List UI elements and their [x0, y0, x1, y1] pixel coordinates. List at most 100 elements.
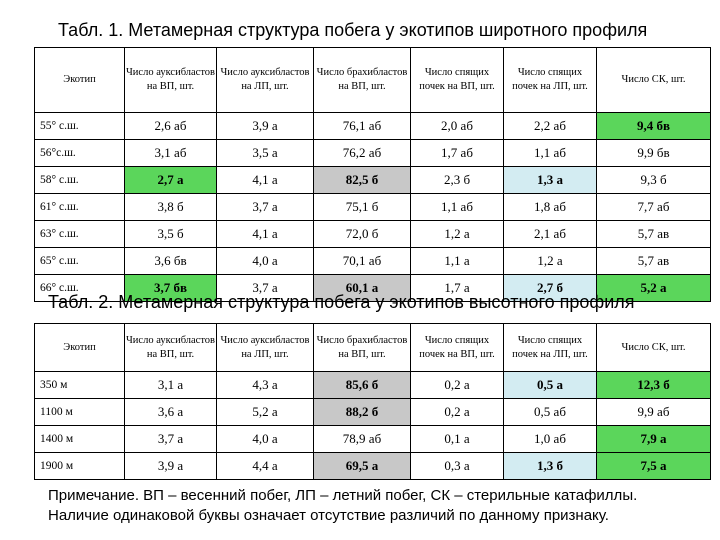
note-line-2: Наличие одинаковой буквы означает отсутс…	[48, 507, 609, 524]
table-cell-highlighted: 3,7 бв	[124, 274, 217, 302]
table-row: 1100 м 3,6 а 5,2 а 88,2 б 0,2 а 0,5 аб 9…	[34, 398, 711, 426]
header-cell: Число ауксибластов на ВП, шт.	[124, 47, 217, 113]
row-label: 58° с.ш.	[34, 166, 125, 194]
table-cell: 3,8 б	[124, 193, 217, 221]
table-cell: 2,2 аб	[503, 112, 597, 140]
header-cell: Число брахибластов на ВП, шт.	[313, 323, 411, 372]
note-line-1: Примечание. ВП – весенний побег, ЛП – ле…	[48, 487, 638, 504]
table-cell: 1,8 аб	[503, 193, 597, 221]
header-cell: Число брахибластов на ВП, шт.	[313, 47, 411, 113]
table-cell: 4,1 а	[216, 166, 314, 194]
table1: Экотип Число ауксибластов на ВП, шт. Чис…	[34, 47, 711, 302]
table-cell: 4,1 а	[216, 220, 314, 248]
table-cell: 2,0 аб	[410, 112, 504, 140]
header-cell: Число спящих почек на ВП, шт.	[410, 47, 504, 113]
table-cell: 4,0 а	[216, 425, 314, 453]
table-cell-highlighted: 1,3 а	[503, 166, 597, 194]
table-cell-highlighted: 0,5 а	[503, 371, 597, 399]
header-cell: Число спящих почек на ЛП, шт.	[503, 47, 597, 113]
table-cell-highlighted: 85,6 б	[313, 371, 411, 399]
table-row: 56°с.ш. 3,1 аб 3,5 а 76,2 аб 1,7 аб 1,1 …	[34, 139, 711, 167]
table-row: 58° с.ш. 2,7 а 4,1 а 82,5 б 2,3 б 1,3 а …	[34, 166, 711, 194]
table-cell: 4,3 а	[216, 371, 314, 399]
table-row: 55° с.ш. 2,6 аб 3,9 а 76,1 аб 2,0 аб 2,2…	[34, 112, 711, 140]
table-row: 65° с.ш. 3,6 бв 4,0 а 70,1 аб 1,1 а 1,2 …	[34, 247, 711, 275]
row-label: 56°с.ш.	[34, 139, 125, 167]
row-label: 1400 м	[34, 425, 125, 453]
header-cell: Число СК, шт.	[596, 323, 711, 372]
table-cell: 9,3 б	[596, 166, 711, 194]
header-cell: Число СК, шт.	[596, 47, 711, 113]
table-cell: 2,1 аб	[503, 220, 597, 248]
row-label: 66° с.ш.	[34, 274, 125, 302]
table-cell-highlighted: 2,7 а	[124, 166, 217, 194]
table-cell: 3,7 а	[216, 193, 314, 221]
table-cell: 0,3 а	[410, 452, 504, 480]
row-label: 63° с.ш.	[34, 220, 125, 248]
table-cell: 5,2 а	[216, 398, 314, 426]
header-cell: Число ауксибластов на ВП, шт.	[124, 323, 217, 372]
table-cell-highlighted: 9,4 бв	[596, 112, 711, 140]
table-cell: 1,2 а	[503, 247, 597, 275]
row-label: 350 м	[34, 371, 125, 399]
table-cell: 76,1 аб	[313, 112, 411, 140]
table-cell: 9,9 аб	[596, 398, 711, 426]
table-row: 1400 м 3,7 а 4,0 а 78,9 аб 0,1 а 1,0 аб …	[34, 425, 711, 453]
table-cell: 1,0 аб	[503, 425, 597, 453]
table-cell-highlighted: 69,5 а	[313, 452, 411, 480]
table-cell: 1,2 а	[410, 220, 504, 248]
table-cell: 3,1 аб	[124, 139, 217, 167]
row-label: 65° с.ш.	[34, 247, 125, 275]
header-cell: Число спящих почек на ЛП, шт.	[503, 323, 597, 372]
header-cell: Число спящих почек на ВП, шт.	[410, 323, 504, 372]
table1-header-row: Экотип Число ауксибластов на ВП, шт. Чис…	[34, 47, 711, 113]
table-cell-highlighted: 12,3 б	[596, 371, 711, 399]
table-cell: 3,7 а	[124, 425, 217, 453]
table-cell: 70,1 аб	[313, 247, 411, 275]
table-cell: 76,2 аб	[313, 139, 411, 167]
table-cell: 3,9 а	[124, 452, 217, 480]
table2-header-row: Экотип Число ауксибластов на ВП, шт. Чис…	[34, 323, 711, 372]
table-cell-highlighted: 5,2 а	[596, 274, 711, 302]
table-cell: 72,0 б	[313, 220, 411, 248]
table-cell: 5,7 ав	[596, 247, 711, 275]
table-cell: 3,9 а	[216, 112, 314, 140]
table-cell: 2,3 б	[410, 166, 504, 194]
header-cell: Число ауксибластов на ЛП, шт.	[216, 47, 314, 113]
table1-title: Табл. 1. Метамерная структура побега у э…	[58, 20, 648, 40]
table-cell: 3,5 б	[124, 220, 217, 248]
table-cell: 4,4 а	[216, 452, 314, 480]
table-cell: 0,2 а	[410, 371, 504, 399]
table2: Экотип Число ауксибластов на ВП, шт. Чис…	[34, 323, 711, 480]
row-label: 1100 м	[34, 398, 125, 426]
table-row: 1900 м 3,9 а 4,4 а 69,5 а 0,3 а 1,3 б 7,…	[34, 452, 711, 480]
table-cell: 1,1 аб	[503, 139, 597, 167]
table-cell: 75,1 б	[313, 193, 411, 221]
table-row: 66° с.ш. 3,7 бв 3,7 а 60,1 а 1,7 а 2,7 б…	[34, 274, 711, 302]
table-row: 61° с.ш. 3,8 б 3,7 а 75,1 б 1,1 аб 1,8 а…	[34, 193, 711, 221]
table2-title: Табл. 2. Метамерная структура побега у э…	[48, 292, 635, 312]
table-cell-highlighted: 7,5 а	[596, 452, 711, 480]
table-cell: 1,1 аб	[410, 193, 504, 221]
table-cell: 2,6 аб	[124, 112, 217, 140]
header-cell: Число ауксибластов на ЛП, шт.	[216, 323, 314, 372]
table-cell: 0,1 а	[410, 425, 504, 453]
table-row: 350 м 3,1 а 4,3 а 85,6 б 0,2 а 0,5 а 12,…	[34, 371, 711, 399]
table-cell: 0,2 а	[410, 398, 504, 426]
table-cell: 3,5 а	[216, 139, 314, 167]
table-cell-highlighted: 82,5 б	[313, 166, 411, 194]
table-row: 63° с.ш. 3,5 б 4,1 а 72,0 б 1,2 а 2,1 аб…	[34, 220, 711, 248]
table-cell: 3,6 а	[124, 398, 217, 426]
table-cell: 9,9 бв	[596, 139, 711, 167]
table-cell: 3,1 а	[124, 371, 217, 399]
table-cell: 3,6 бв	[124, 247, 217, 275]
table-cell-highlighted: 88,2 б	[313, 398, 411, 426]
row-label: 61° с.ш.	[34, 193, 125, 221]
header-cell: Экотип	[34, 47, 125, 113]
header-cell: Экотип	[34, 323, 125, 372]
table-cell: 5,7 ав	[596, 220, 711, 248]
table-cell-highlighted: 1,3 б	[503, 452, 597, 480]
table-cell: 78,9 аб	[313, 425, 411, 453]
table-cell: 3,7 а	[216, 274, 314, 302]
table-cell: 0,5 аб	[503, 398, 597, 426]
